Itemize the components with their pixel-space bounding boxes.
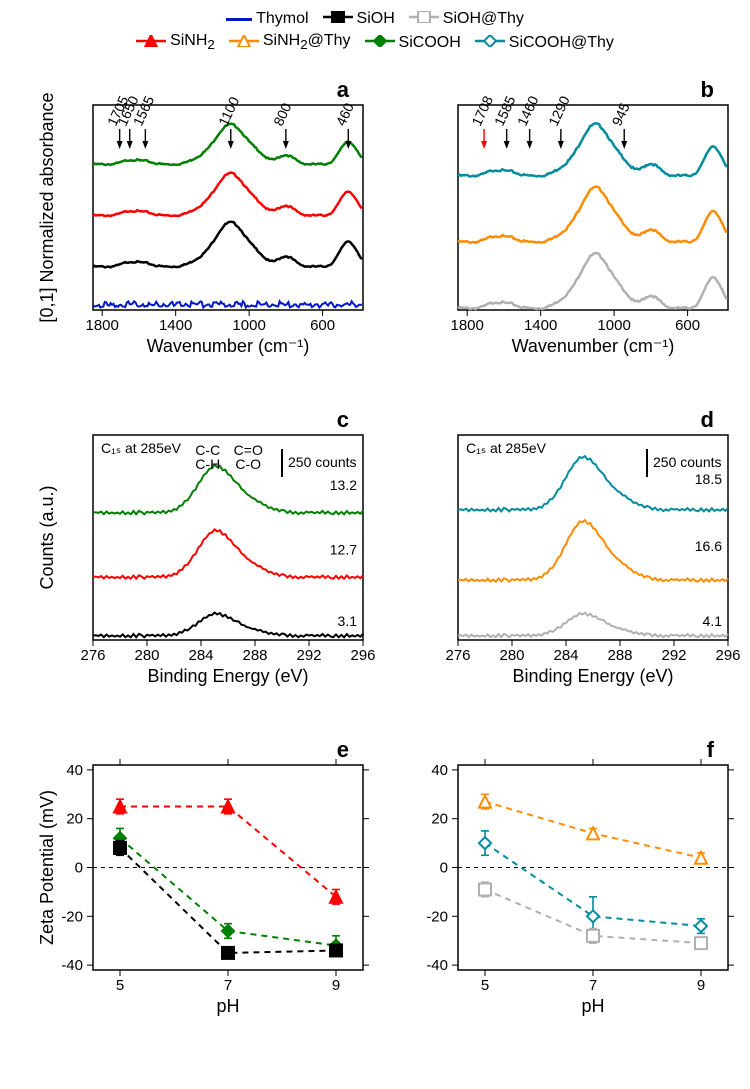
svg-text:1800: 1800 [450, 317, 483, 334]
svg-text:pH: pH [581, 996, 604, 1016]
svg-text:-40: -40 [61, 957, 83, 974]
svg-text:-20: -20 [61, 908, 83, 925]
svg-text:1400: 1400 [524, 317, 557, 334]
svg-text:9: 9 [332, 977, 340, 994]
svg-text:1100: 1100 [215, 94, 242, 128]
panel-d: 276 280 284 288 292 296 Binding Energy (eV) 4.1… [400, 395, 740, 695]
svg-text:296: 296 [350, 647, 375, 664]
svg-text:C-O: C-O [235, 456, 261, 472]
svg-text:3.1: 3.1 [338, 613, 358, 629]
legend-label: SiNH2@Thy [263, 30, 351, 56]
svg-text:250 counts: 250 counts [288, 454, 357, 470]
svg-text:4.1: 4.1 [703, 613, 723, 629]
svg-text:20: 20 [66, 811, 83, 828]
figure-root: Thymol SiOH SiOH@Thy SiNH2 SiNH2@Thy SiCOOH Si… [0, 0, 750, 1089]
panel-f: 5 7 9 -40 -20 0 20 40 pH f [400, 725, 740, 1025]
svg-text:Zeta Potential (mV): Zeta Potential (mV) [37, 790, 57, 945]
svg-text:b: b [701, 77, 714, 102]
svg-text:250 counts: 250 counts [653, 454, 722, 470]
svg-text:296: 296 [715, 647, 740, 664]
svg-text:1400: 1400 [159, 317, 192, 334]
svg-text:Binding Energy (eV): Binding Energy (eV) [512, 666, 673, 686]
svg-text:[0,1] Normalized absorbance: [0,1] Normalized absorbance [37, 92, 57, 322]
legend-label: SiNH2 [170, 30, 215, 56]
svg-text:5: 5 [116, 977, 124, 994]
svg-text:Wavenumber (cm⁻¹): Wavenumber (cm⁻¹) [512, 336, 675, 356]
svg-text:Counts (a.u.): Counts (a.u.) [37, 485, 57, 589]
svg-text:pH: pH [216, 996, 239, 1016]
svg-text:292: 292 [661, 647, 686, 664]
svg-text:1800: 1800 [85, 317, 118, 334]
svg-text:0: 0 [75, 860, 83, 877]
svg-text:1000: 1000 [597, 317, 630, 334]
svg-text:c: c [337, 407, 349, 432]
panel-c: 276 280 284 288 292 296 Binding Energy (eV) Cou… [35, 395, 375, 695]
svg-text:600: 600 [675, 317, 700, 334]
svg-text:9: 9 [697, 977, 705, 994]
svg-text:288: 288 [607, 647, 632, 664]
svg-text:Binding Energy (eV): Binding Energy (eV) [147, 666, 308, 686]
svg-text:C₁ₛ at 285eV: C₁ₛ at 285eV [466, 440, 547, 456]
svg-text:288: 288 [242, 647, 267, 664]
svg-text:d: d [701, 407, 714, 432]
svg-text:5: 5 [481, 977, 489, 994]
svg-text:40: 40 [66, 762, 83, 779]
legend-label: SiCOOH [399, 32, 461, 54]
svg-text:292: 292 [296, 647, 321, 664]
svg-text:280: 280 [134, 647, 159, 664]
svg-text:-20: -20 [426, 908, 448, 925]
svg-text:12.7: 12.7 [330, 541, 357, 557]
panel-b: 180014001000600Wavenumber (cm⁻¹)17081585… [400, 65, 740, 365]
svg-text:e: e [337, 737, 349, 762]
svg-text:18.5: 18.5 [695, 471, 722, 487]
panel-a: 1800 1400 1000 600Wavenumber (cm⁻¹) [0,1] No… [35, 65, 375, 365]
svg-text:40: 40 [431, 762, 448, 779]
svg-text:1585: 1585 [491, 93, 519, 128]
svg-text:16.6: 16.6 [695, 538, 722, 554]
svg-text:276: 276 [80, 647, 105, 664]
svg-text:C₁ₛ at 285eV: C₁ₛ at 285eV [101, 440, 182, 456]
legend-label: Thymol [256, 8, 308, 30]
svg-text:276: 276 [445, 647, 470, 664]
legend-label: SiOH@Thy [443, 8, 524, 30]
svg-text:280: 280 [499, 647, 524, 664]
legend-label: SiCOOH@Thy [509, 32, 614, 54]
svg-text:1000: 1000 [232, 317, 265, 334]
svg-text:284: 284 [188, 647, 213, 664]
svg-text:7: 7 [589, 977, 597, 994]
figure-legend: Thymol SiOH SiOH@Thy SiNH2 SiNH2@Thy SiCOOH Si… [0, 8, 750, 56]
svg-text:13.2: 13.2 [330, 477, 357, 493]
svg-text:1290: 1290 [545, 93, 573, 128]
svg-text:-40: -40 [426, 957, 448, 974]
svg-text:284: 284 [553, 647, 578, 664]
svg-text:Wavenumber (cm⁻¹): Wavenumber (cm⁻¹) [147, 336, 310, 356]
svg-text:1460: 1460 [514, 93, 542, 128]
legend-label: SiOH [357, 8, 395, 30]
svg-text:0: 0 [440, 860, 448, 877]
svg-text:f: f [707, 737, 715, 762]
svg-text:7: 7 [224, 977, 232, 994]
panel-e: 5 7 9 -40 -20 0 20 40 pH Zeta Potential (mV) e [35, 725, 375, 1025]
svg-text:a: a [337, 77, 350, 102]
svg-text:20: 20 [431, 811, 448, 828]
svg-text:600: 600 [310, 317, 335, 334]
svg-text:C-H: C-H [195, 456, 220, 472]
